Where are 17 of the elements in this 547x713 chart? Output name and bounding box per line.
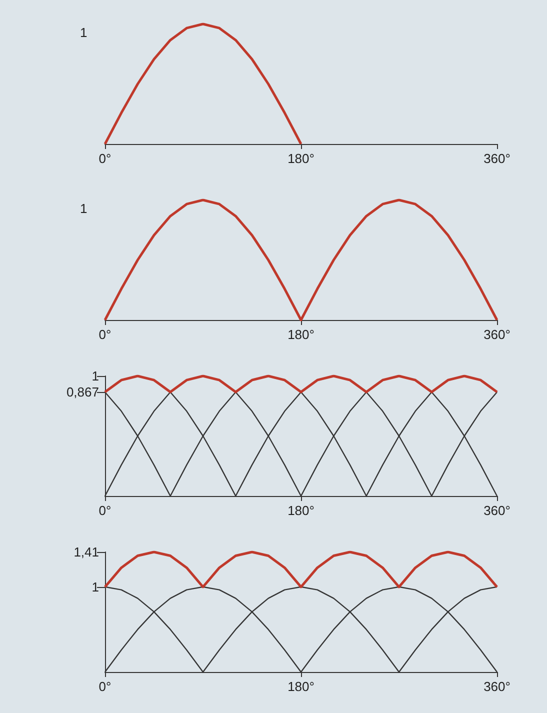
x-tick-label: 0° [98,503,112,518]
x-tick-label: 0° [98,151,112,166]
x-tick-label: 180° [288,327,314,342]
x-tick-label: 360° [484,151,510,166]
y-tick-label: 1 [92,368,99,384]
x-tick-label: 360° [484,327,510,342]
x-tick-label: 0° [98,679,112,694]
x-tick-label: 180° [288,679,314,694]
x-tick-label: 0° [98,327,112,342]
x-tick-label: 180° [288,151,314,166]
y-tick-label: 1 [92,579,99,594]
x-tick-label: 360° [484,679,510,694]
x-tick-label: 180° [288,503,314,518]
x-tick-label: 360° [484,503,510,518]
y-tick-label: 0,867 [66,384,99,400]
line-series [104,550,498,588]
y-tick-label: 1,41 [74,544,99,560]
